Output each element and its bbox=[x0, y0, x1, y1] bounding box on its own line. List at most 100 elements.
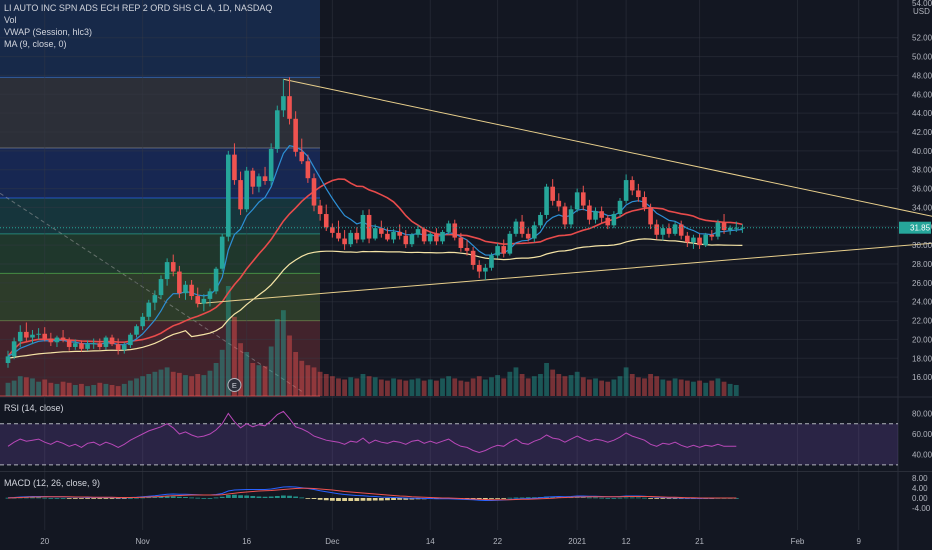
volume-bar bbox=[482, 379, 488, 396]
candle-body bbox=[421, 229, 427, 242]
candle-body bbox=[360, 214, 366, 240]
candle-body bbox=[458, 237, 464, 248]
candle-body bbox=[593, 211, 598, 220]
volume-bar bbox=[103, 383, 109, 396]
candle-body bbox=[170, 262, 176, 272]
volume-bar bbox=[66, 382, 72, 396]
volume-bar bbox=[299, 360, 305, 396]
volume-bar bbox=[550, 369, 556, 396]
macd-histogram-bar bbox=[268, 496, 274, 498]
candle-body bbox=[452, 223, 458, 238]
volume-bar bbox=[336, 378, 341, 396]
candle-body bbox=[678, 224, 684, 236]
candle-body bbox=[274, 110, 280, 149]
macd-histogram-bar bbox=[299, 497, 305, 499]
macd-histogram-bar bbox=[232, 494, 237, 498]
rsi-legend[interactable]: RSI (14, close) bbox=[4, 403, 64, 413]
volume-bar bbox=[189, 376, 194, 396]
volume-bar bbox=[635, 377, 641, 396]
volume-bar bbox=[538, 374, 543, 396]
macd-histogram-bar bbox=[115, 498, 121, 499]
volume-bar bbox=[642, 378, 647, 396]
volume-bar bbox=[317, 371, 323, 396]
candle-body bbox=[177, 271, 182, 294]
macd-histogram-bar bbox=[366, 498, 372, 501]
macd-histogram-bar bbox=[134, 497, 139, 499]
macd-histogram-bar bbox=[605, 498, 611, 499]
macd-histogram-bar bbox=[97, 498, 103, 499]
price-tick-label: 48.00 bbox=[912, 71, 932, 80]
macd-histogram-bar bbox=[489, 498, 494, 499]
volume-bar bbox=[605, 381, 611, 396]
candle-body bbox=[470, 250, 476, 265]
price-tick-label: 16.00 bbox=[912, 373, 932, 382]
candle-body bbox=[244, 170, 249, 210]
macd-histogram-bar bbox=[403, 498, 409, 500]
volume-bar bbox=[36, 381, 41, 396]
volume-bar bbox=[115, 386, 121, 396]
candle-body bbox=[287, 96, 292, 119]
currency-label: USD bbox=[913, 7, 930, 16]
macd-tick-label: 0.00 bbox=[912, 494, 928, 503]
macd-histogram-bar bbox=[164, 496, 170, 498]
macd-histogram-bar bbox=[140, 497, 146, 499]
macd-histogram-bar bbox=[109, 498, 115, 499]
volume-legend[interactable]: Vol bbox=[4, 15, 17, 25]
macd-histogram-bar bbox=[207, 498, 213, 499]
candle-body bbox=[36, 333, 41, 335]
candle-body bbox=[636, 190, 641, 198]
volume-bar bbox=[721, 381, 727, 396]
last-price-label: 31.85 bbox=[910, 224, 931, 233]
volume-bar bbox=[250, 363, 256, 396]
candle-body bbox=[397, 231, 402, 236]
macd-histogram-bar bbox=[336, 498, 341, 501]
volume-bar bbox=[434, 380, 439, 396]
candle-body bbox=[703, 234, 708, 246]
vwap-legend[interactable]: VWAP (Session, hlc3) bbox=[4, 27, 93, 37]
macd-histogram-bar bbox=[36, 497, 41, 499]
volume-bar bbox=[684, 380, 690, 396]
volume-bar bbox=[60, 381, 66, 396]
volume-bar bbox=[30, 378, 35, 396]
ma-legend[interactable]: MA (9, close, 0) bbox=[4, 39, 67, 49]
volume-bar bbox=[128, 380, 133, 396]
candle-body bbox=[727, 227, 733, 231]
symbol-title: LI AUTO INC SPN ADS ECH REP 2 ORD SHS CL… bbox=[4, 3, 273, 13]
macd-tick-label: 8.00 bbox=[912, 474, 928, 483]
volume-bar bbox=[366, 376, 372, 396]
macd-histogram-bar bbox=[189, 497, 194, 499]
candle-body bbox=[317, 205, 323, 215]
macd-histogram-bar bbox=[372, 498, 378, 501]
macd-histogram-bar bbox=[629, 497, 635, 499]
macd-histogram-bar bbox=[391, 498, 396, 500]
macd-histogram-bar bbox=[54, 498, 60, 499]
candle-body bbox=[121, 345, 127, 350]
candle-body bbox=[513, 221, 519, 234]
macd-histogram-bar bbox=[293, 496, 299, 498]
candle-body bbox=[648, 207, 653, 225]
candle-body bbox=[336, 232, 341, 239]
volume-bar bbox=[593, 378, 598, 396]
candle-body bbox=[568, 209, 574, 225]
volume-bar bbox=[213, 363, 219, 396]
last-price-tag bbox=[899, 221, 931, 234]
candle-body bbox=[672, 224, 678, 234]
candle-body bbox=[305, 161, 311, 179]
candle-body bbox=[152, 295, 158, 303]
rsi-tick-label: 60.00 bbox=[912, 430, 932, 439]
candle-body bbox=[691, 237, 696, 243]
volume-bar bbox=[409, 379, 415, 396]
fib-zone bbox=[0, 233, 320, 274]
macd-legend[interactable]: MACD (12, 26, close, 9) bbox=[4, 478, 101, 488]
volume-bar bbox=[378, 379, 384, 396]
candle-body bbox=[323, 214, 329, 228]
macd-histogram-bar bbox=[250, 496, 256, 498]
macd-histogram-bar bbox=[66, 498, 72, 499]
macd-histogram-bar bbox=[342, 498, 347, 501]
candle-body bbox=[158, 279, 164, 296]
candle-body bbox=[354, 232, 360, 240]
macd-histogram-bar bbox=[72, 498, 78, 499]
volume-bar bbox=[489, 377, 494, 396]
volume-bar bbox=[452, 378, 458, 396]
